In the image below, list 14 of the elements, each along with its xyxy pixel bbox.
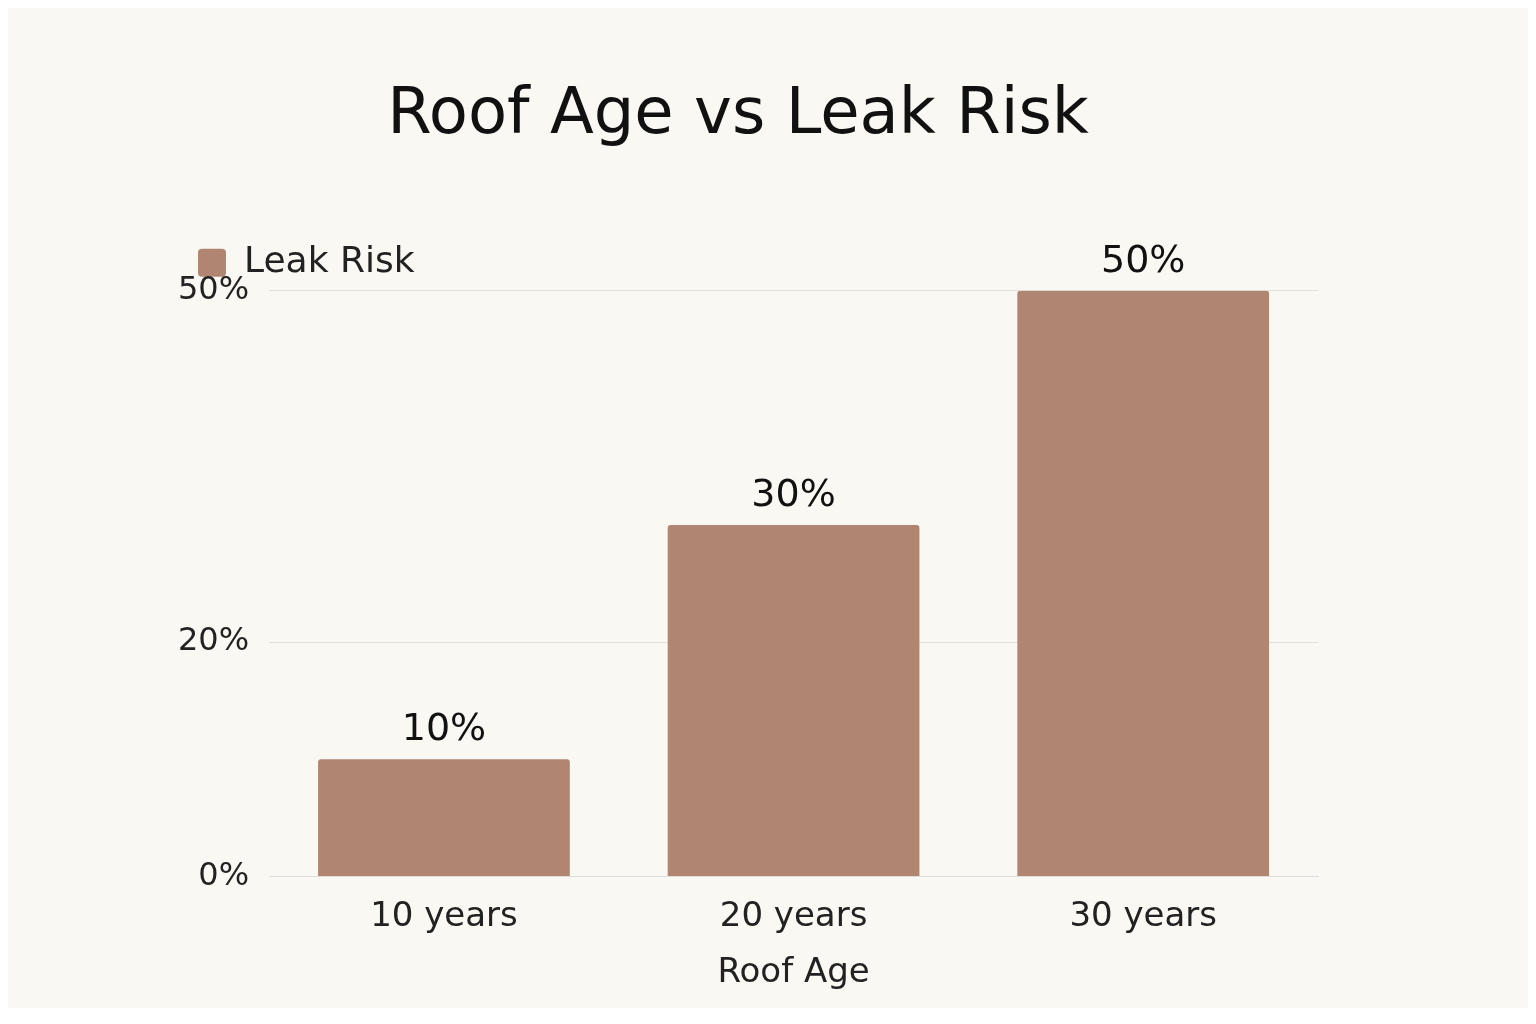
x-tick-label: 10 years <box>370 893 518 934</box>
data-label: 30% <box>751 470 836 515</box>
data-label: 50% <box>1100 236 1186 281</box>
legend-label: Leak Risk <box>244 239 415 281</box>
bar <box>318 759 570 876</box>
x-tick-label: 20 years <box>719 893 868 934</box>
x-tick-label: 30 years <box>1069 893 1218 934</box>
y-tick-label: 0% <box>198 854 250 893</box>
bar <box>667 525 920 876</box>
x-axis-title: Roof Age <box>717 950 870 991</box>
chart-title: Roof Age vs Leak Risk <box>387 74 1089 149</box>
data-label: 10% <box>401 705 487 750</box>
bar <box>1017 290 1270 876</box>
y-tick-label: 20% <box>178 620 250 659</box>
